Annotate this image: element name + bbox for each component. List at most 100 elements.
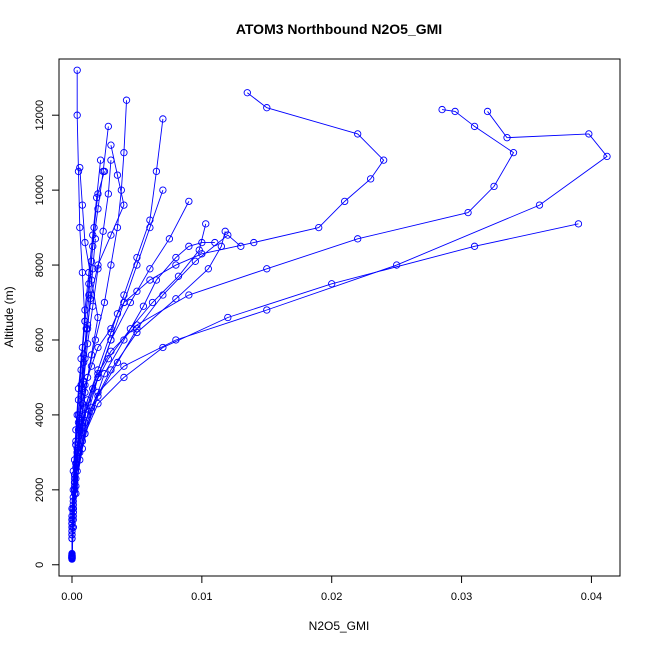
data-point — [603, 152, 611, 161]
x-axis-label: N2O5_GMI — [309, 619, 370, 633]
y-tick-label: 4000 — [34, 403, 46, 427]
data-point — [120, 201, 128, 209]
data-point — [379, 156, 388, 164]
data-point — [86, 295, 94, 303]
data-point — [69, 504, 77, 513]
data-point — [146, 216, 154, 224]
data-point — [74, 167, 83, 176]
series-line — [71, 223, 579, 556]
data-point — [133, 261, 141, 269]
data-point — [94, 366, 102, 374]
data-point — [204, 265, 212, 273]
data-point — [94, 392, 102, 400]
series-line — [71, 238, 96, 559]
data-point — [139, 302, 148, 310]
x-tick-label: 0.01 — [191, 591, 212, 603]
data-point — [104, 355, 113, 363]
data-point — [328, 280, 336, 288]
data-point — [113, 171, 122, 179]
plot-frame — [58, 58, 621, 577]
data-point — [70, 474, 79, 483]
data-point — [263, 265, 271, 273]
data-point — [76, 223, 84, 232]
data-point — [85, 291, 93, 299]
data-point — [73, 444, 81, 453]
data-point — [315, 223, 323, 232]
x-tick-label: 0.03 — [451, 591, 472, 603]
data-point — [94, 400, 102, 408]
data-point — [78, 385, 87, 393]
data-point — [250, 238, 258, 247]
data-point — [191, 257, 200, 265]
data-point — [126, 298, 135, 307]
x-tick-label: 0.04 — [581, 591, 602, 603]
data-point — [89, 265, 97, 273]
data-point — [68, 554, 76, 563]
data-point — [224, 231, 232, 239]
series-line — [71, 111, 608, 554]
data-point — [81, 403, 89, 412]
data-point — [133, 253, 141, 262]
data-point — [172, 261, 180, 269]
x-tick-label: 0.02 — [321, 591, 342, 603]
data-point — [221, 227, 229, 235]
data-point — [73, 66, 81, 74]
data-point — [490, 182, 498, 191]
data-point — [91, 336, 100, 344]
data-point — [83, 325, 92, 333]
data-point — [159, 343, 167, 352]
x-tick-label: 0.00 — [61, 591, 82, 603]
data-point — [85, 280, 93, 288]
data-point — [185, 291, 193, 299]
data-point — [87, 362, 96, 370]
data-point — [438, 105, 446, 114]
data-point — [174, 272, 183, 280]
profile-series — [68, 235, 100, 563]
data-point — [81, 355, 89, 363]
y-tick-label: 8000 — [34, 253, 46, 277]
data-point — [76, 163, 84, 172]
data-point — [81, 238, 89, 247]
data-point — [535, 201, 544, 209]
data-point — [464, 208, 472, 217]
data-point — [354, 130, 362, 138]
data-point — [185, 242, 193, 250]
data-point — [172, 295, 180, 303]
data-point — [392, 261, 401, 269]
data-point — [76, 414, 84, 423]
data-point — [113, 223, 122, 232]
data-point — [94, 190, 102, 198]
data-point — [195, 246, 203, 254]
x-axis: 0.00 0.01 0.02 0.03 0.04 — [61, 576, 602, 603]
y-axis: 0 2000 4000 6000 8000 10000 12000 — [34, 100, 59, 568]
data-point — [341, 197, 349, 206]
profile-series — [68, 220, 583, 560]
chart-title: ATOM3 Northbound N2O5_GMI — [236, 21, 442, 37]
data-point — [224, 313, 232, 322]
data-point — [148, 298, 157, 307]
data-point — [89, 385, 97, 393]
data-point — [202, 220, 210, 228]
series-line — [71, 201, 190, 556]
data-point — [104, 190, 113, 198]
data-point — [117, 186, 125, 194]
data-point — [172, 253, 180, 262]
data-point — [263, 104, 271, 112]
data-point — [107, 231, 115, 239]
data-point — [159, 115, 167, 123]
data-point — [120, 373, 128, 382]
profile-series — [68, 107, 611, 558]
data-point — [77, 355, 85, 363]
y-axis-label: Altitude (m) — [2, 286, 16, 347]
data-point — [99, 167, 107, 176]
data-point — [470, 242, 479, 250]
data-point — [367, 175, 375, 183]
data-point — [585, 130, 593, 138]
data-point — [483, 107, 492, 116]
data-point — [81, 429, 89, 438]
data-point — [107, 261, 115, 269]
data-point — [104, 122, 113, 131]
data-point — [152, 167, 161, 176]
data-point — [120, 362, 128, 370]
